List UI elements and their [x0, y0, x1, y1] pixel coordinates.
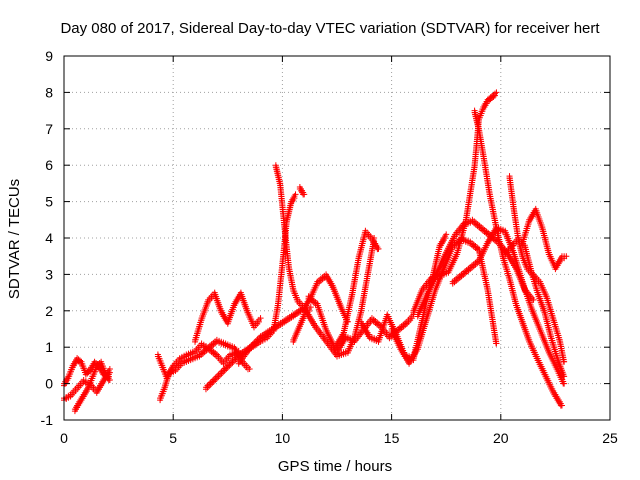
data-point — [558, 402, 565, 409]
data-point — [307, 304, 314, 311]
data-point — [491, 92, 498, 99]
series-track-u — [502, 235, 568, 380]
grid-layer — [64, 56, 610, 420]
y-tick-label: 1 — [45, 339, 53, 355]
x-tick-label: 10 — [275, 430, 291, 446]
y-tick-label: 3 — [45, 266, 53, 282]
data-point — [106, 366, 113, 373]
chart-title: Day 080 of 2017, Sidereal Day-to-day VTE… — [60, 20, 600, 37]
data-point — [106, 376, 113, 383]
y-axis-label: SDTVAR / TECUs — [6, 179, 23, 299]
y-tick-label: 2 — [45, 303, 53, 319]
y-tick-label: 8 — [45, 84, 53, 100]
data-layer — [61, 89, 570, 415]
x-tick-label: 25 — [602, 430, 618, 446]
data-point — [255, 318, 262, 325]
data-point — [85, 369, 92, 376]
data-point — [561, 373, 568, 380]
data-point — [291, 195, 298, 202]
tick-layer: 0 5 10 15 20 25 -1 0 1 2 3 4 5 6 7 8 9 — [41, 48, 618, 446]
data-point — [375, 245, 382, 252]
data-point — [561, 380, 568, 387]
y-tick-label: 0 — [45, 376, 53, 392]
series-track-r — [449, 224, 568, 387]
y-tick-label: 5 — [45, 194, 53, 210]
series-track-t — [519, 205, 570, 273]
x-tick-label: 15 — [384, 430, 400, 446]
data-point — [561, 358, 568, 365]
series-track-q — [471, 107, 565, 409]
data-point — [306, 307, 313, 314]
x-tick-label: 20 — [493, 430, 509, 446]
y-tick-label: 9 — [45, 48, 53, 64]
series-track-g — [202, 191, 299, 393]
data-point — [493, 340, 500, 347]
y-tick-label: 6 — [45, 157, 53, 173]
y-tick-label: 4 — [45, 230, 53, 246]
series-track-c — [71, 358, 113, 415]
data-point — [301, 191, 308, 198]
data-point — [530, 296, 537, 303]
data-point — [257, 315, 264, 322]
series-track-v — [290, 304, 314, 345]
data-point — [443, 231, 450, 238]
data-point — [442, 235, 449, 242]
series-track-i — [296, 184, 308, 198]
y-tick-label: 7 — [45, 121, 53, 137]
x-tick-label: 0 — [60, 430, 68, 446]
data-point — [408, 315, 415, 322]
series-track-f — [192, 289, 264, 345]
x-tick-label: 5 — [169, 430, 177, 446]
data-point — [490, 93, 497, 100]
data-point — [493, 89, 500, 96]
y-tick-label: -1 — [41, 412, 54, 428]
data-point — [292, 191, 299, 198]
data-point — [563, 253, 570, 260]
series-track-e — [157, 336, 253, 404]
data-point — [246, 366, 253, 373]
series-track-h — [272, 162, 351, 325]
x-axis-label: GPS time / hours — [278, 458, 392, 475]
